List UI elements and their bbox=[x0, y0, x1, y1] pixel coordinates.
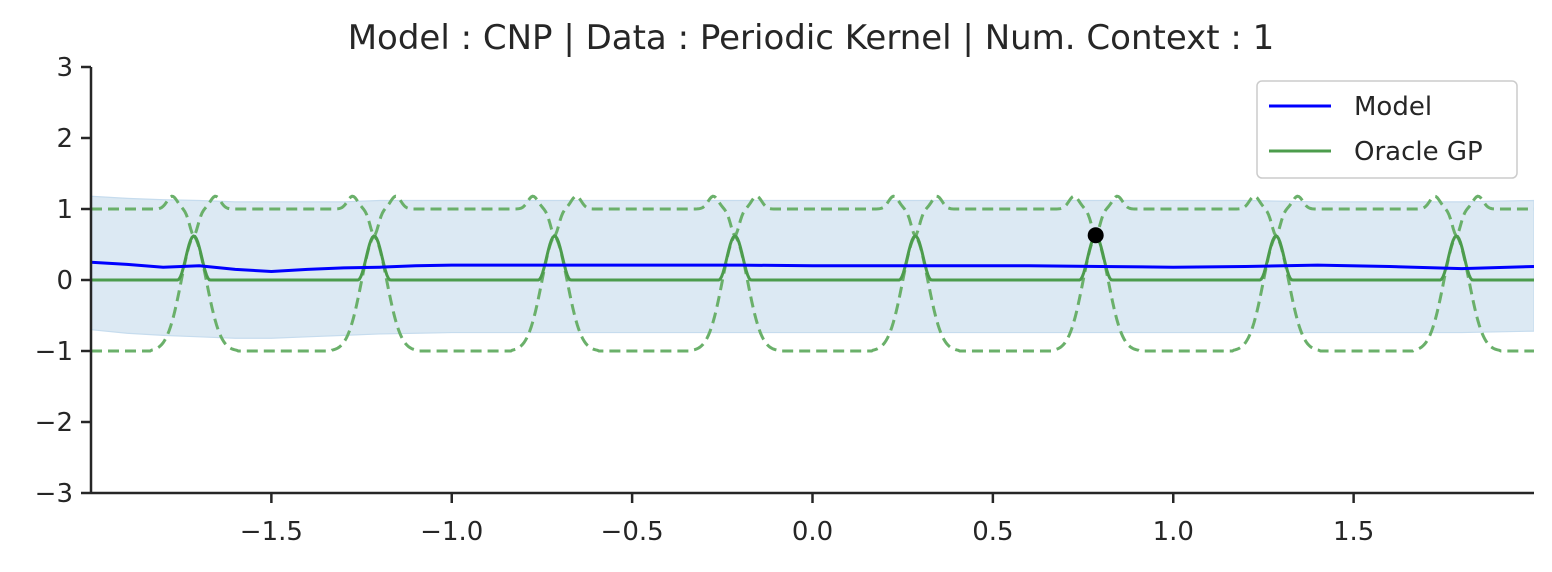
y-tick-label: −2 bbox=[35, 408, 73, 438]
y-tick-label: 0 bbox=[56, 266, 73, 296]
context-points-layer bbox=[1087, 227, 1104, 244]
x-tick-label: 0.0 bbox=[792, 517, 833, 547]
oracle-gp-mean-line bbox=[91, 234, 1534, 282]
x-tick-label: −1.5 bbox=[240, 517, 303, 547]
y-tick-label: 3 bbox=[56, 53, 73, 83]
x-tick-label: −1.0 bbox=[420, 517, 483, 547]
legend-label-0: Model bbox=[1354, 92, 1432, 122]
x-tick-label: 1.0 bbox=[1153, 517, 1194, 547]
x-tick-label: 1.5 bbox=[1333, 517, 1374, 547]
oracle-upper-interval-line bbox=[91, 194, 1534, 238]
legend-label-1: Oracle GP bbox=[1354, 137, 1483, 167]
y-tick-label: 2 bbox=[56, 124, 73, 154]
chart-title: Model : CNP | Data : Periodic Kernel | N… bbox=[348, 18, 1275, 58]
context-point-0 bbox=[1087, 227, 1104, 244]
y-tick-label: −1 bbox=[35, 337, 73, 367]
y-tick-label: −3 bbox=[35, 479, 73, 509]
legend: Model Oracle GP bbox=[1256, 80, 1518, 179]
plot-area bbox=[91, 194, 1534, 353]
axes: 3 2 1 0 −1 −2 −3 −1.5 −1.0 −0.5 0.0 0.5 1.0 1.5 bbox=[35, 53, 1534, 547]
x-tick-label: 0.5 bbox=[972, 517, 1013, 547]
model-mean-line bbox=[91, 260, 1534, 273]
y-tick-label: 1 bbox=[56, 195, 73, 225]
x-tick-label: −0.5 bbox=[601, 517, 664, 547]
